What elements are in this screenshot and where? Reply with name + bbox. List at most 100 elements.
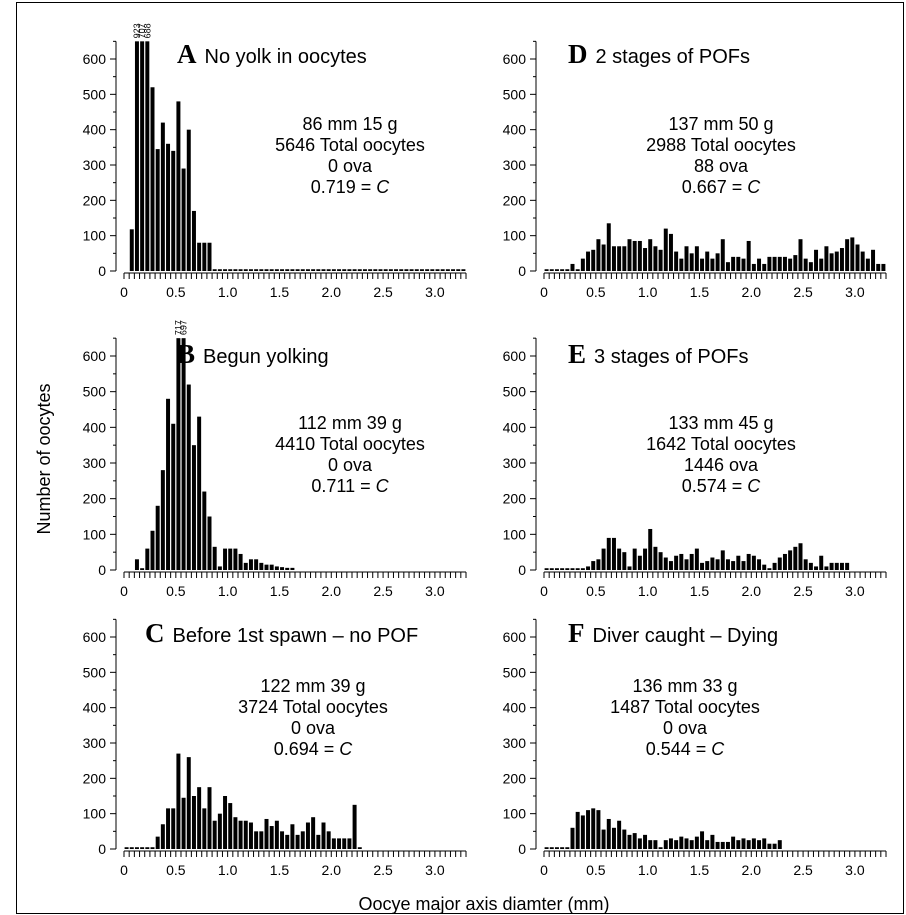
panel-f-bar <box>736 840 741 849</box>
panel-d-bar <box>865 258 870 271</box>
panel-b-y-tick-label: 300 <box>83 455 107 471</box>
panel-e-info-line: 1446 ova <box>684 455 759 475</box>
panel-d-bar <box>710 258 715 271</box>
panel-e-bar <box>720 550 725 570</box>
panel-f-bar <box>684 838 689 849</box>
panel-f-bar <box>627 834 632 849</box>
panel-b-bar <box>171 423 176 570</box>
panel-e-bar <box>575 568 580 570</box>
panel-d-bar <box>881 263 886 271</box>
panel-a-bar <box>285 269 290 271</box>
panel-f-bar <box>560 847 565 849</box>
panel-a-y-tick-label: 600 <box>83 51 107 67</box>
panel-a-letter: A <box>177 39 197 69</box>
panel-e-bar <box>757 559 762 570</box>
panel-a-bar <box>202 242 207 271</box>
panel-f-info-line: 0 ova <box>663 718 708 738</box>
panel-d-x-tick-label: 2.5 <box>793 284 813 300</box>
panel-a-x-tick-label: 1.5 <box>270 284 290 300</box>
panel-a-bar <box>191 210 196 271</box>
panel-b-title-text: Begun yolking <box>203 346 329 368</box>
panel-a-bar <box>233 269 238 271</box>
panel-d-info-line: 137 mm 50 g <box>668 114 773 134</box>
x-axis-label: Oocye major axis diamter (mm) <box>358 894 609 914</box>
panel-c-bar <box>140 847 145 849</box>
panel-d-bar <box>549 269 554 271</box>
panel-d-bar <box>658 249 663 271</box>
panel-e-bar <box>560 568 565 570</box>
panel-a-y-tick-label: 500 <box>83 86 107 102</box>
panel-f-title-text: Diver caught – Dying <box>593 625 779 647</box>
panel-b-x-tick-label: 3.0 <box>425 583 445 599</box>
panel-b-y-tick-label: 0 <box>98 562 106 578</box>
panel-b-x-tick-label: 2.0 <box>322 583 342 599</box>
panel-b-y-tick-label: 600 <box>83 348 107 364</box>
panel-a-bar <box>155 149 160 271</box>
panel-b-bar <box>150 530 155 570</box>
panel-c-bar <box>186 757 191 849</box>
panel-f-bar <box>725 841 730 849</box>
panel-d-x-tick-label: 2.0 <box>742 284 762 300</box>
panel-e: 0 100 200 300 400 500 600 0 0.5 1.0 1.5 2.0 2.5 3.0 E 3… <box>503 337 887 599</box>
panel-d-title-text: 2 stages of POFs <box>596 46 751 68</box>
panel-f-bar <box>694 836 699 849</box>
panel-a-bar <box>373 269 378 271</box>
panel-b-info-line: 0 ova <box>328 455 373 475</box>
panel-e-y-tick-label: 300 <box>503 455 527 471</box>
panel-c-x-tick-label: 1.0 <box>218 862 238 878</box>
panel-a-info-line: 86 mm 15 g <box>302 114 397 134</box>
panel-b-bar <box>212 546 217 570</box>
panel-d-bar <box>720 239 725 271</box>
panel-c-info-line: 122 mm 39 g <box>260 676 365 696</box>
panel-e-bar <box>689 553 694 570</box>
panel-e-bar <box>658 552 663 570</box>
panel-c-bar <box>129 847 134 849</box>
panel-c-x-tick-label: 2.0 <box>322 862 342 878</box>
panel-a-bar <box>254 269 259 271</box>
panel-f-x-tick-label: 1.0 <box>638 862 658 878</box>
panel-a-bar <box>311 269 316 271</box>
panel-a-bar <box>451 269 456 271</box>
panel-b-title: B Begun yolking <box>177 339 329 369</box>
panel-b-y-tick-label: 500 <box>83 384 107 400</box>
panel-e-bar <box>788 550 793 570</box>
panel-b-bar <box>217 566 222 570</box>
panel-c-x-tick-label: 1.5 <box>270 862 290 878</box>
panel-b-bar <box>176 338 181 570</box>
panel-c-bar <box>134 847 139 849</box>
panel-b-y-tick-label: 200 <box>83 491 107 507</box>
panel-c-bar <box>357 847 362 849</box>
panel-d-bar <box>684 246 689 271</box>
panel-e-bar <box>824 566 829 570</box>
panel-d-info-line: 88 ova <box>694 156 749 176</box>
panel-b-bar <box>259 562 264 570</box>
panel-a-bar-value-label: 707 <box>137 23 147 38</box>
panel-d-bar <box>606 223 611 271</box>
panel-e-bar <box>746 553 751 570</box>
panel-d-bar <box>554 269 559 271</box>
panel-b-bar <box>274 566 279 570</box>
panel-a-bar <box>456 269 461 271</box>
panel-a-c-value: 0.719 = C <box>311 177 391 197</box>
panel-f-bar <box>762 838 767 849</box>
panel-c-bar <box>352 804 357 849</box>
panel-c-bar <box>300 831 305 849</box>
panel-b-bar <box>134 559 139 570</box>
panel-a-bar <box>243 269 248 271</box>
panel-d-bar <box>850 237 855 271</box>
panel-a-bar <box>134 41 139 272</box>
panel-e-bar <box>751 555 756 570</box>
panel-c-bar <box>202 808 207 849</box>
panel-d-bar <box>767 256 772 271</box>
panel-d-bar <box>715 253 720 271</box>
panel-e-bar <box>570 568 575 570</box>
panel-f-bar <box>777 840 782 849</box>
panel-c-bar <box>337 838 342 849</box>
panel-d-bar <box>544 269 549 271</box>
panel-a-bar <box>331 269 336 271</box>
panel-e-bar <box>668 561 673 570</box>
panel-e-bar <box>544 568 549 570</box>
panel-a-bar <box>259 269 264 271</box>
panel-a-bar <box>347 269 352 271</box>
